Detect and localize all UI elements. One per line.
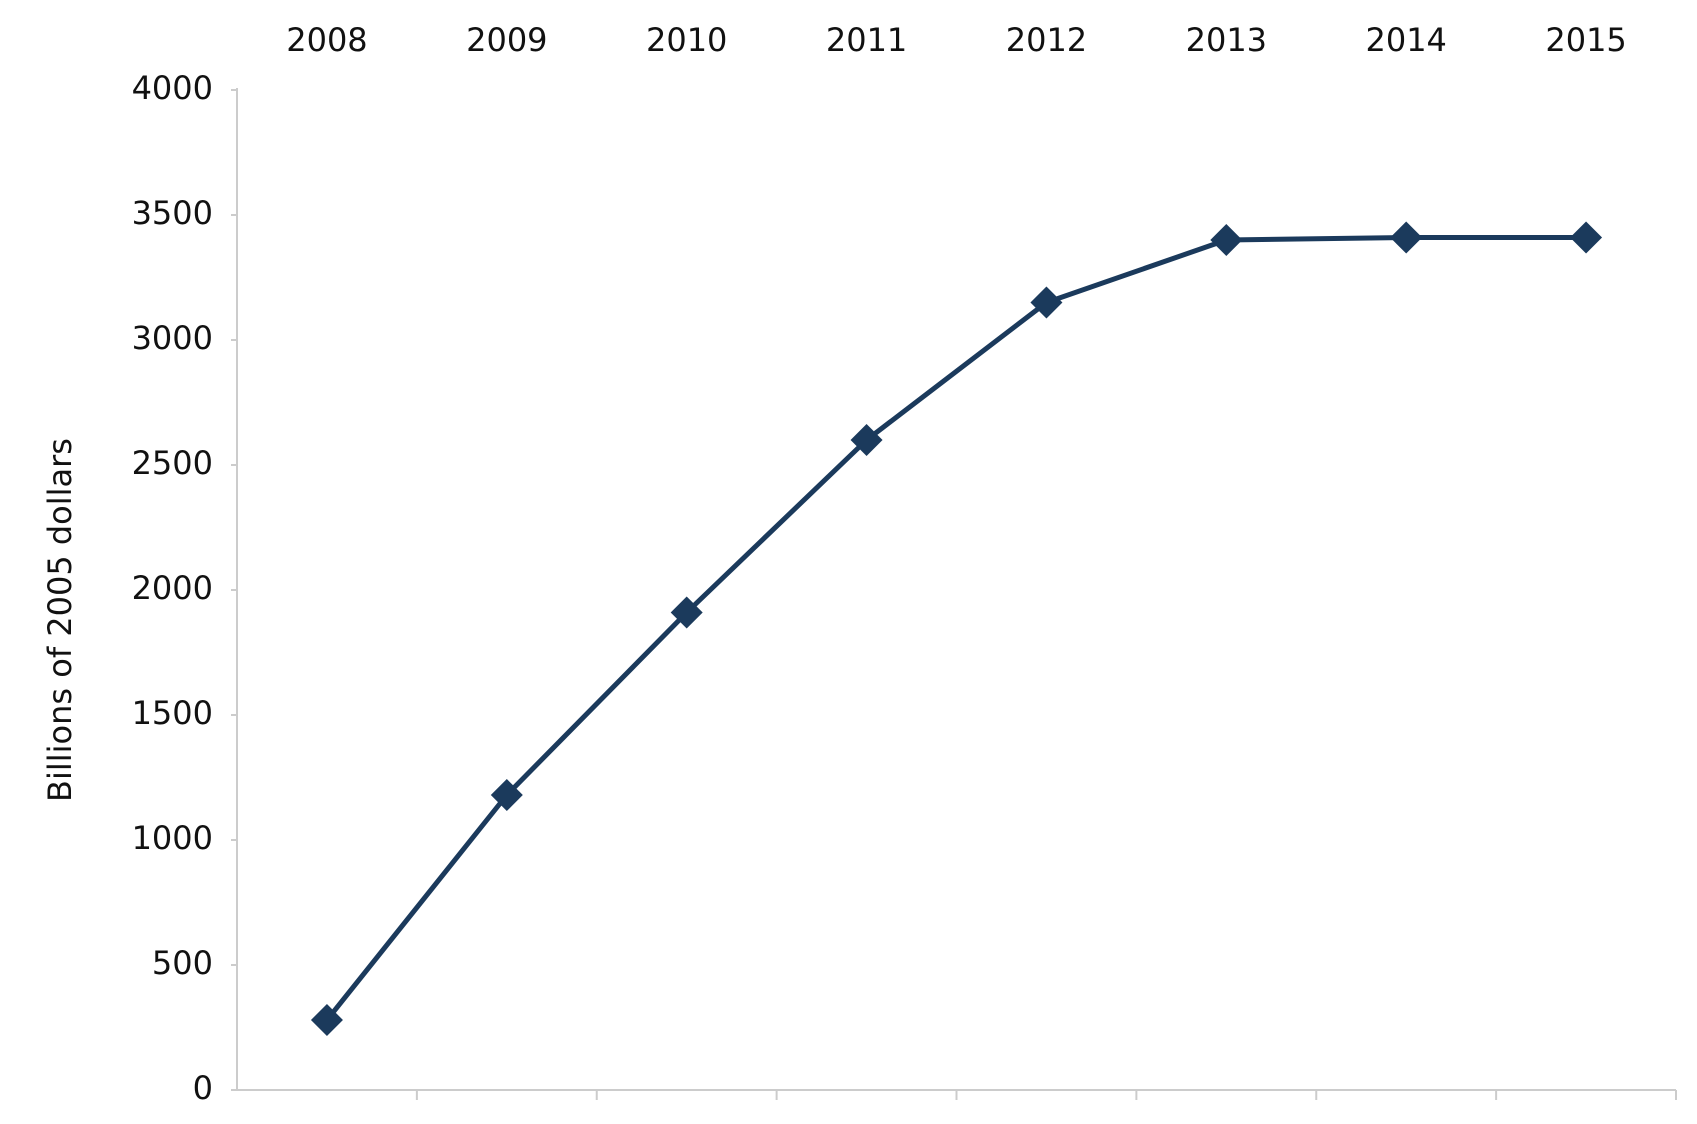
y-tick-label: 3000 xyxy=(132,319,213,357)
x-tick-label: 2015 xyxy=(1545,21,1626,59)
marker xyxy=(490,779,523,811)
y-tick-label: 0 xyxy=(193,1069,213,1107)
y-tick-label: 3500 xyxy=(132,194,213,232)
marker xyxy=(310,1004,343,1036)
y-tick-label: 1500 xyxy=(132,694,213,732)
x-tick-label: 2012 xyxy=(1006,21,1087,59)
y-axis-label: Billions of 2005 dollars xyxy=(41,438,79,802)
marker xyxy=(1390,221,1423,254)
y-tick-label: 4000 xyxy=(132,69,213,107)
x-tick-label: 2014 xyxy=(1365,21,1446,59)
x-tick-label: 2008 xyxy=(286,21,367,59)
marker xyxy=(850,424,883,456)
line xyxy=(324,235,1587,1022)
marker xyxy=(670,596,703,629)
marker xyxy=(1210,224,1243,256)
y-tick-label: 1000 xyxy=(132,819,213,857)
marker xyxy=(1030,286,1063,319)
marker xyxy=(1570,221,1603,254)
x-tick-label: 2013 xyxy=(1186,21,1267,59)
x-tick-label: 2010 xyxy=(646,21,727,59)
y-tick-label: 500 xyxy=(152,944,213,982)
x-tick-label: 2011 xyxy=(826,21,907,59)
y-tick-label: 2500 xyxy=(132,444,213,482)
x-tick-label: 2009 xyxy=(466,21,547,59)
y-tick-label: 2000 xyxy=(132,569,213,607)
